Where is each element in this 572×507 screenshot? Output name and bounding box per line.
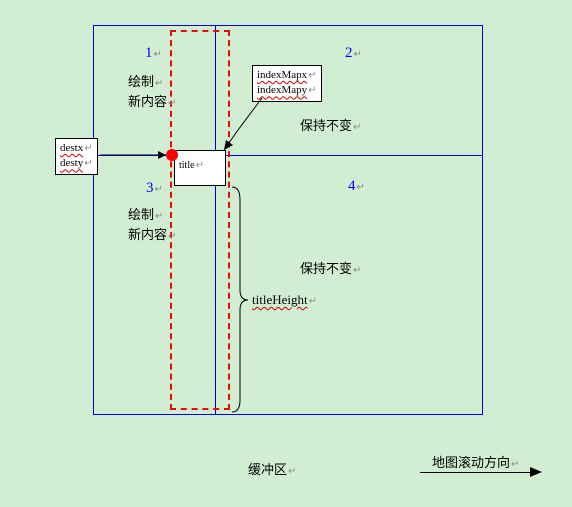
scroll-arrow-line — [420, 472, 530, 473]
diagram-canvas: title↵ 1↵ 2↵ 3↵ 4↵ 绘制↵新内容↵ 保持不变↵ 绘制↵新内容↵… — [0, 0, 572, 507]
buffer-label: 缓冲区↵ — [248, 459, 296, 478]
anchor-dot — [166, 149, 178, 161]
title-box-label: title↵ — [179, 160, 204, 171]
scroll-arrow-head — [530, 467, 542, 477]
quadrant-3-num: 3↵ — [146, 180, 163, 197]
quadrant-4-desc: 保持不变↵ — [300, 258, 361, 277]
dashed-box — [170, 30, 230, 410]
quadrant-2-desc: 保持不变↵ — [300, 115, 361, 134]
quadrant-4-num: 4↵ — [348, 178, 365, 195]
dest-callout: destx↵ desty↵ — [55, 138, 98, 175]
scroll-direction-label: 地图滚动方向↵ — [432, 452, 519, 471]
indexmap-callout: indexMapx↵ indexMapy↵ — [252, 65, 322, 102]
quadrant-2-num: 2↵ — [345, 45, 362, 62]
quadrant-1-num: 1↵ — [145, 45, 162, 62]
quadrant-1-desc: 绘制↵新内容↵ — [128, 72, 176, 111]
quadrant-3-desc: 绘制↵新内容↵ — [128, 205, 176, 244]
h-divider — [93, 155, 483, 156]
title-height-label: titleHeight↵ — [252, 292, 317, 308]
